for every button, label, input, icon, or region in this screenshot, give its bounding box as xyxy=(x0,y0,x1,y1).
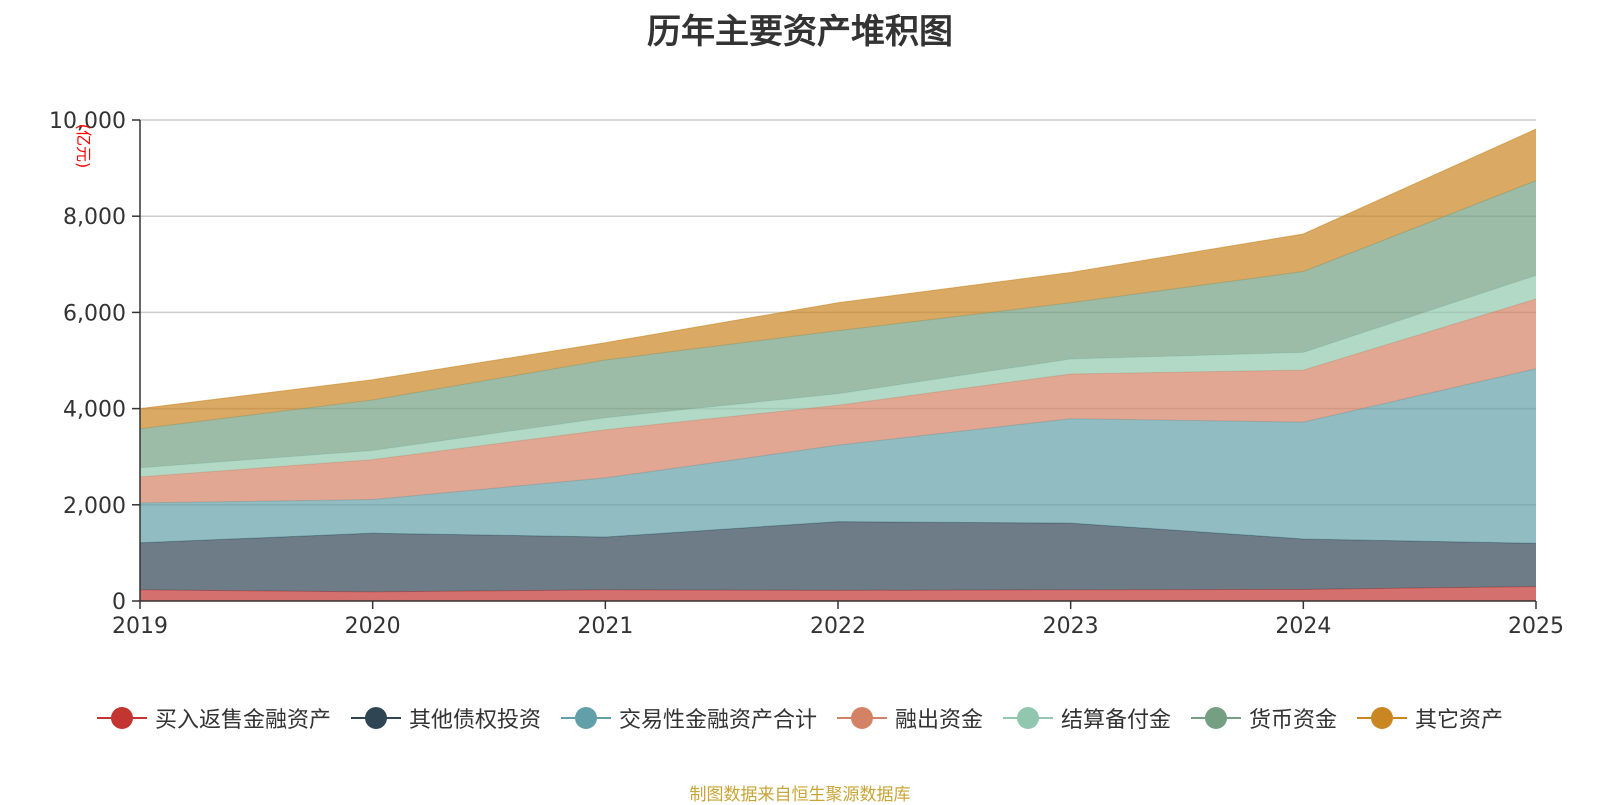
x-tick-label: 2023 xyxy=(1043,614,1099,639)
stacked-area-chart: 0 2,000 4,000 6,000 8,000 10,000 2019 2020 2021 2… xyxy=(49,109,1564,639)
area-series-其它资产 xyxy=(140,129,1536,429)
legend-item[interactable]: 其它资产 xyxy=(1357,702,1503,734)
x-tick-label: 2024 xyxy=(1275,614,1331,639)
area-series-货币资金 xyxy=(140,180,1536,468)
legend-label: 融出资金 xyxy=(894,708,983,733)
area-series xyxy=(139,128,1537,601)
legend-label: 交易性金融资产合计 xyxy=(618,708,817,733)
chart-title: 历年主要资产堆积图 xyxy=(647,12,953,52)
legend-marker-icon xyxy=(96,706,147,730)
area-series-融出资金 xyxy=(140,298,1536,503)
x-tick-label: 2025 xyxy=(1508,614,1564,639)
area-series-其他债权投资 xyxy=(140,521,1536,592)
legend: 买入返售金融资产 其他债权投资 交易性金融资产合计 融出资金 结算备付金 货币资金 其它资产 xyxy=(0,702,1600,734)
legend-item[interactable]: 其他债权投资 xyxy=(350,702,541,734)
y-tick-label: 10,000 xyxy=(49,109,126,134)
legend-marker-icon xyxy=(560,706,611,730)
y-tick-label: 4,000 xyxy=(63,398,126,423)
legend-item[interactable]: 结算备付金 xyxy=(1003,702,1171,734)
y-tick-label: 0 xyxy=(112,590,126,615)
source-note: 制图数据来自恒生聚源数据库 xyxy=(689,785,911,805)
legend-label: 其他债权投资 xyxy=(408,708,541,733)
legend-label: 结算备付金 xyxy=(1061,708,1172,733)
x-tick-label: 2019 xyxy=(112,614,168,639)
x-tick-label: 2020 xyxy=(345,614,401,639)
x-tick-label: 2021 xyxy=(577,614,633,639)
y-tick-label: 2,000 xyxy=(63,494,126,519)
legend-marker-icon xyxy=(836,706,887,730)
y-tick-label: 6,000 xyxy=(63,301,126,326)
y-tick-label: 8,000 xyxy=(63,205,126,230)
x-tick-label: 2022 xyxy=(810,614,866,639)
legend-marker-icon xyxy=(1003,706,1053,730)
legend-label: 货币资金 xyxy=(1249,708,1338,733)
area-series-edge xyxy=(139,128,1537,410)
axes: 0 2,000 4,000 6,000 8,000 10,000 2019 2020 2021 2… xyxy=(49,109,1564,639)
legend-marker-icon xyxy=(1191,706,1242,730)
legend-label: 其它资产 xyxy=(1415,708,1504,733)
legend-label: 买入返售金融资产 xyxy=(154,708,331,733)
area-series-交易性金融资产合计 xyxy=(140,368,1536,544)
legend-item[interactable]: 货币资金 xyxy=(1191,702,1337,734)
legend-marker-icon xyxy=(1357,706,1408,730)
legend-marker-icon xyxy=(350,706,401,730)
y-axis-unit-label: (亿元) xyxy=(74,124,93,169)
legend-item[interactable]: 买入返售金融资产 xyxy=(96,702,331,734)
legend-item[interactable]: 融出资金 xyxy=(836,702,983,734)
legend-item[interactable]: 交易性金融资产合计 xyxy=(560,702,817,734)
